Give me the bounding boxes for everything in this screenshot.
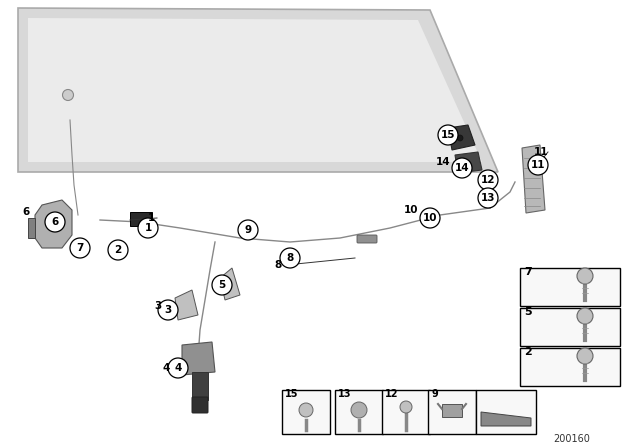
Circle shape bbox=[400, 401, 412, 413]
Text: 8: 8 bbox=[275, 260, 282, 270]
Polygon shape bbox=[28, 218, 35, 238]
Text: 13: 13 bbox=[338, 389, 351, 399]
Polygon shape bbox=[442, 404, 462, 417]
Circle shape bbox=[577, 268, 593, 284]
Circle shape bbox=[158, 300, 178, 320]
FancyBboxPatch shape bbox=[382, 390, 430, 434]
Text: 12: 12 bbox=[481, 175, 495, 185]
Circle shape bbox=[138, 218, 158, 238]
Polygon shape bbox=[28, 18, 482, 162]
Circle shape bbox=[168, 358, 188, 378]
Text: 5: 5 bbox=[218, 280, 226, 290]
Text: 3: 3 bbox=[164, 305, 172, 315]
Text: 10: 10 bbox=[423, 213, 437, 223]
Circle shape bbox=[528, 155, 548, 175]
Text: 4: 4 bbox=[163, 363, 170, 373]
Text: 5: 5 bbox=[524, 307, 532, 317]
FancyBboxPatch shape bbox=[520, 308, 620, 346]
Circle shape bbox=[438, 125, 458, 145]
FancyBboxPatch shape bbox=[476, 390, 536, 434]
Circle shape bbox=[420, 208, 440, 228]
Text: 2: 2 bbox=[115, 245, 122, 255]
Circle shape bbox=[486, 171, 494, 179]
Text: 200160: 200160 bbox=[553, 434, 590, 444]
Circle shape bbox=[70, 238, 90, 258]
Polygon shape bbox=[192, 372, 208, 400]
Text: 15: 15 bbox=[441, 130, 455, 140]
Circle shape bbox=[63, 90, 74, 100]
Polygon shape bbox=[18, 8, 498, 172]
Text: 14: 14 bbox=[435, 157, 450, 167]
Circle shape bbox=[212, 275, 232, 295]
Polygon shape bbox=[175, 290, 198, 320]
Circle shape bbox=[299, 403, 313, 417]
FancyBboxPatch shape bbox=[520, 348, 620, 386]
Circle shape bbox=[238, 220, 258, 240]
Text: 12: 12 bbox=[385, 389, 399, 399]
FancyBboxPatch shape bbox=[192, 397, 208, 413]
Circle shape bbox=[577, 308, 593, 324]
Text: 7: 7 bbox=[524, 267, 532, 277]
Polygon shape bbox=[35, 200, 72, 248]
Polygon shape bbox=[455, 152, 482, 173]
Circle shape bbox=[49, 217, 59, 227]
Circle shape bbox=[478, 188, 498, 208]
Text: 8: 8 bbox=[286, 253, 294, 263]
Circle shape bbox=[486, 188, 494, 196]
Polygon shape bbox=[182, 342, 215, 375]
FancyBboxPatch shape bbox=[130, 212, 152, 226]
Circle shape bbox=[108, 240, 128, 260]
Text: 15: 15 bbox=[285, 389, 298, 399]
Circle shape bbox=[45, 212, 65, 232]
Text: 3: 3 bbox=[155, 301, 162, 311]
Text: 1: 1 bbox=[145, 223, 152, 233]
Circle shape bbox=[280, 248, 300, 268]
Text: 6: 6 bbox=[23, 207, 30, 217]
Text: 11: 11 bbox=[534, 147, 548, 157]
Text: 4: 4 bbox=[174, 363, 182, 373]
Polygon shape bbox=[220, 268, 240, 300]
Text: 1: 1 bbox=[148, 213, 155, 223]
Text: 11: 11 bbox=[531, 160, 545, 170]
Text: 7: 7 bbox=[76, 243, 84, 253]
FancyBboxPatch shape bbox=[357, 235, 377, 243]
Text: 13: 13 bbox=[481, 193, 495, 203]
Circle shape bbox=[577, 348, 593, 364]
FancyBboxPatch shape bbox=[282, 390, 330, 434]
FancyBboxPatch shape bbox=[428, 390, 476, 434]
Polygon shape bbox=[522, 145, 545, 213]
Polygon shape bbox=[448, 125, 475, 150]
Polygon shape bbox=[481, 412, 531, 426]
Text: 9: 9 bbox=[244, 225, 252, 235]
Text: 6: 6 bbox=[51, 217, 59, 227]
FancyBboxPatch shape bbox=[520, 268, 620, 306]
Circle shape bbox=[457, 135, 463, 141]
Circle shape bbox=[452, 158, 472, 178]
Text: 10: 10 bbox=[403, 205, 418, 215]
Circle shape bbox=[478, 170, 498, 190]
Text: 2: 2 bbox=[524, 347, 532, 357]
FancyBboxPatch shape bbox=[335, 390, 383, 434]
Text: 9: 9 bbox=[431, 389, 438, 399]
Text: 14: 14 bbox=[454, 163, 469, 173]
Circle shape bbox=[351, 402, 367, 418]
